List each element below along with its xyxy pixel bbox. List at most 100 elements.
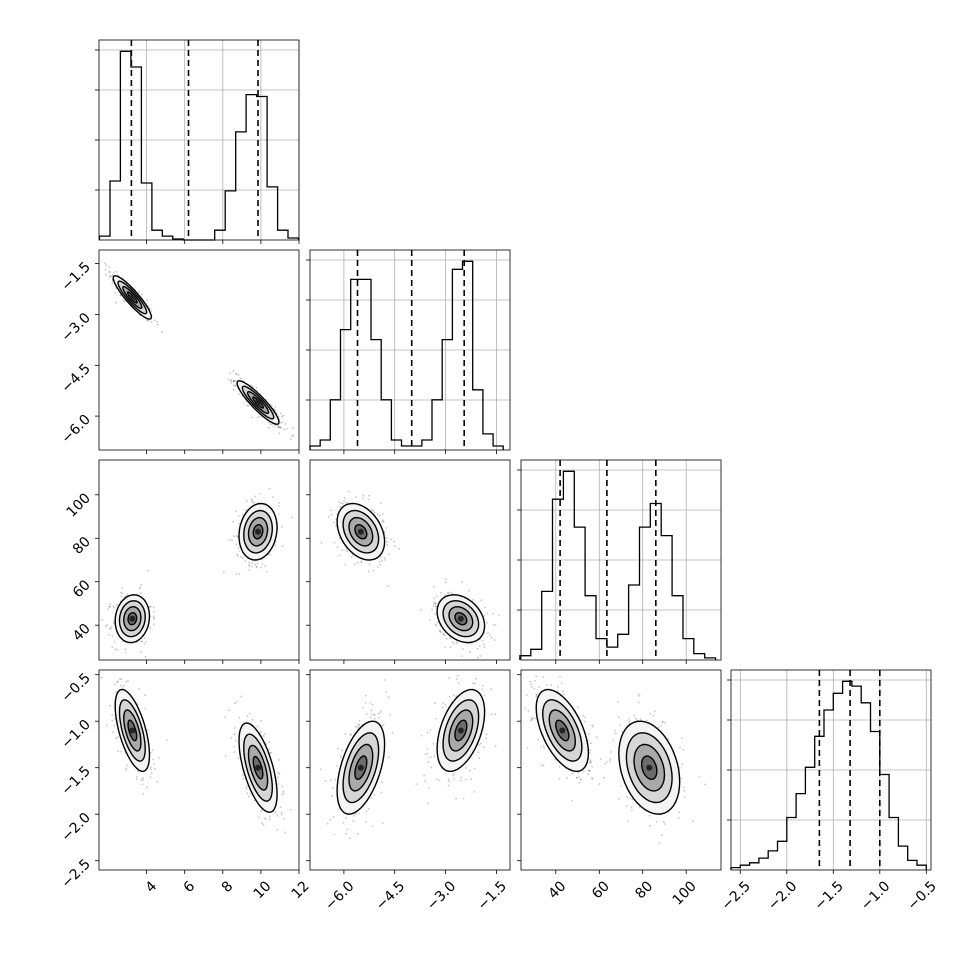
sample-point	[237, 555, 239, 557]
sample-point	[256, 565, 258, 568]
sample-point	[253, 799, 256, 802]
sample-point	[477, 751, 480, 754]
sample-point	[150, 605, 152, 608]
sample-point	[265, 570, 268, 573]
sample-point	[245, 787, 248, 790]
sample-point	[378, 560, 381, 563]
sample-point	[147, 305, 150, 308]
sample-point	[443, 634, 446, 637]
panel-frame	[98, 459, 300, 661]
sample-point	[247, 405, 250, 407]
sample-point	[370, 796, 372, 799]
sample-point	[617, 716, 620, 719]
contour-line	[641, 755, 658, 780]
contour-line	[354, 755, 368, 781]
sample-point	[582, 770, 585, 773]
contour-line	[436, 688, 486, 772]
sample-point	[434, 602, 437, 605]
sample-point	[108, 605, 111, 608]
sample-point	[662, 720, 664, 723]
sample-point	[678, 811, 680, 814]
sample-point	[480, 599, 483, 602]
contour-line	[436, 594, 486, 644]
sample-point	[637, 701, 640, 704]
sample-point	[599, 758, 602, 760]
sample-point	[444, 578, 447, 580]
sample-point	[449, 591, 452, 594]
sample-point	[587, 733, 590, 736]
sample-point	[282, 792, 285, 795]
sample-point	[472, 682, 474, 684]
sample-point	[108, 266, 110, 269]
sample-point	[140, 583, 143, 586]
contour-line	[238, 502, 278, 561]
sample-point	[249, 793, 252, 795]
sample-point	[591, 724, 594, 726]
sample-point	[435, 624, 438, 627]
sample-point	[661, 721, 664, 723]
sample-point	[119, 294, 122, 297]
sample-point	[474, 677, 477, 680]
sample-point	[268, 422, 271, 424]
sample-point	[107, 634, 110, 636]
contour-line	[336, 720, 386, 815]
sample-point	[124, 651, 127, 654]
contour-line	[122, 285, 143, 309]
sample-point	[587, 770, 590, 772]
sample-point	[148, 605, 151, 608]
sample-point	[385, 527, 388, 529]
contour-line	[348, 743, 374, 792]
sample-point	[679, 746, 681, 748]
sample-point	[434, 605, 437, 608]
sample-point	[119, 678, 121, 680]
sample-point	[135, 778, 138, 780]
sample-point	[108, 271, 111, 274]
sample-point	[135, 776, 138, 778]
histogram-panel-0	[95, 39, 300, 244]
sample-point	[230, 379, 233, 381]
sample-point	[432, 603, 435, 606]
sample-point	[490, 688, 493, 691]
sample-point	[277, 771, 279, 774]
histogram-panel-2	[517, 459, 722, 664]
sample-point	[281, 545, 284, 548]
sample-point	[329, 779, 332, 782]
sample-point	[578, 781, 581, 784]
density-peak	[357, 764, 364, 771]
sample-point	[111, 634, 114, 637]
sample-point	[420, 734, 423, 737]
sample-point	[111, 731, 114, 733]
sample-point	[557, 686, 559, 688]
sample-point	[257, 416, 259, 419]
sample-point	[381, 724, 383, 727]
sample-point	[245, 500, 248, 503]
sample-point	[434, 623, 437, 626]
sample-point	[452, 694, 455, 697]
sample-point	[349, 837, 351, 840]
contour-line	[555, 719, 570, 742]
panel-content	[320, 674, 497, 840]
sample-point	[371, 510, 374, 513]
sample-point	[526, 746, 529, 749]
sample-point	[166, 739, 168, 742]
sample-point	[327, 516, 330, 518]
sample-point	[123, 595, 126, 598]
sample-point	[152, 615, 155, 618]
sample-point	[382, 520, 385, 523]
sample-point	[455, 640, 458, 643]
sample-point	[449, 646, 452, 648]
sample-point	[646, 719, 648, 722]
sample-point	[537, 738, 539, 741]
sample-point	[383, 530, 386, 533]
sample-point	[478, 744, 480, 746]
sample-point	[138, 587, 141, 590]
sample-point	[277, 505, 280, 507]
sample-point	[439, 631, 442, 634]
sample-point	[330, 514, 333, 516]
contour-line	[625, 732, 673, 804]
sample-point	[655, 820, 658, 823]
sample-point	[125, 680, 128, 683]
contour-line	[117, 280, 148, 315]
sample-point	[589, 749, 592, 752]
density-peak	[646, 764, 653, 771]
